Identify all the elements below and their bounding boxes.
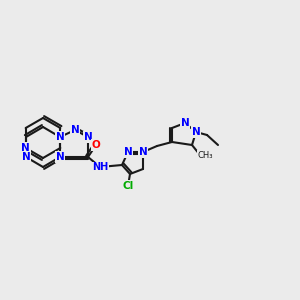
- Text: N: N: [56, 132, 64, 142]
- Text: N: N: [56, 152, 64, 162]
- Text: N: N: [139, 147, 147, 157]
- Text: NH: NH: [92, 162, 108, 172]
- Text: N: N: [124, 147, 132, 157]
- Text: N: N: [84, 132, 92, 142]
- Text: N: N: [192, 127, 200, 137]
- Text: N: N: [21, 143, 30, 153]
- Text: N: N: [70, 125, 80, 135]
- Text: N: N: [181, 118, 189, 128]
- Text: Cl: Cl: [122, 181, 134, 191]
- Text: CH₃: CH₃: [197, 151, 213, 160]
- Text: O: O: [92, 140, 100, 150]
- Text: N: N: [22, 152, 30, 162]
